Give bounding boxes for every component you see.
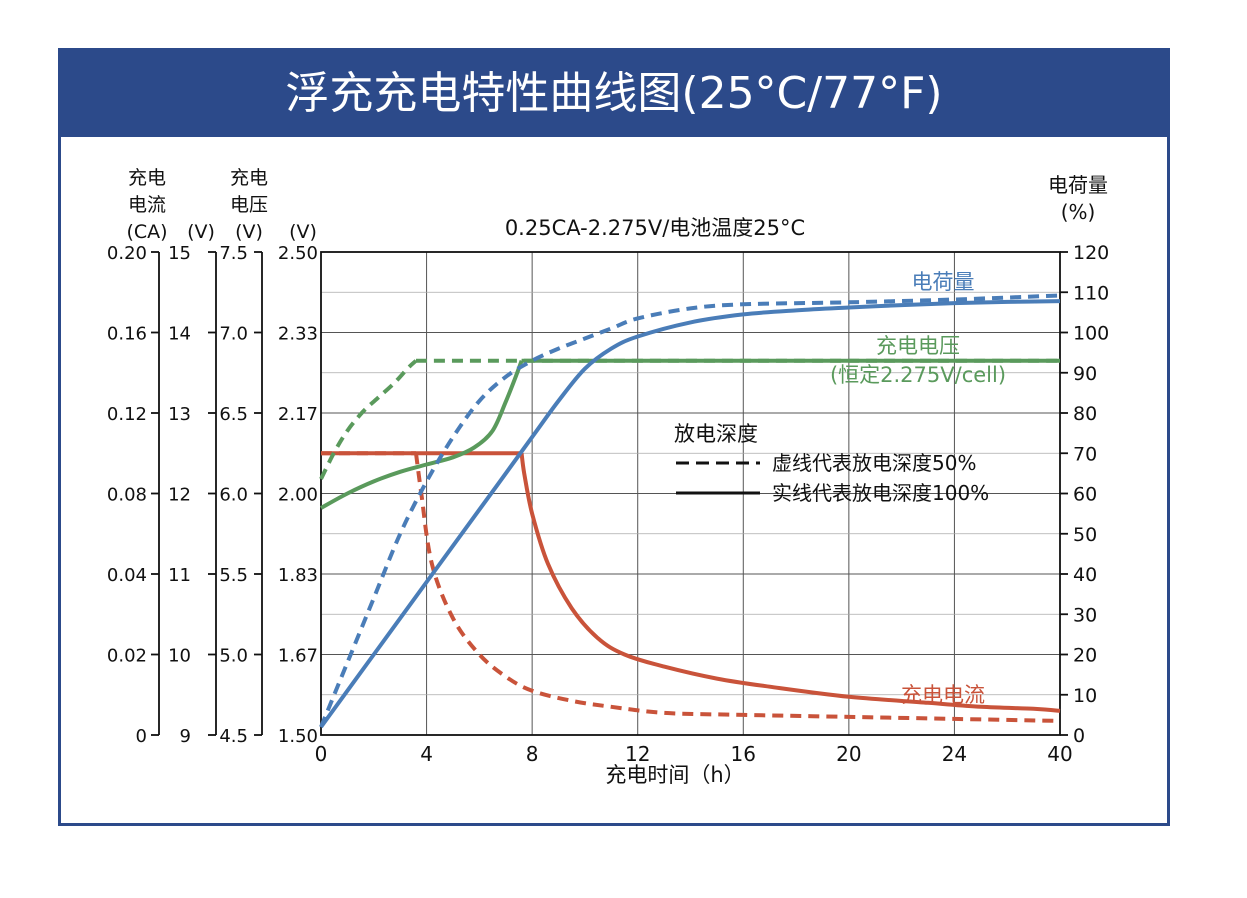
right-axis-tick-label: 30	[1073, 604, 1097, 626]
voltage-series-label: 充电电压	[876, 334, 960, 358]
left-axis-tick-label: 4.5	[219, 726, 248, 747]
left-axis-header: 充电	[230, 167, 268, 189]
left-axis-tick-label: 5.0	[219, 646, 248, 667]
left-axis-tick-label: 0.04	[107, 565, 147, 586]
left-axis-tick-label: 5.5	[219, 565, 248, 586]
left-axis-header: 充电	[128, 167, 166, 189]
chart-subtitle: 0.25CA-2.275V/电池温度25°C	[505, 216, 805, 240]
left-axis-tick-label: 2.33	[278, 324, 318, 345]
left-axis-tick-label: 2.00	[278, 485, 318, 506]
right-axis-tick-label: 40	[1073, 564, 1097, 586]
left-axis-tick-label: 0	[136, 726, 147, 747]
right-axis-tick-label: 70	[1073, 443, 1097, 465]
right-axis-tick-label: 10	[1073, 685, 1097, 707]
right-axis-tick-label: 90	[1073, 363, 1097, 385]
left-axis-tick-label: 1.50	[278, 726, 318, 747]
left-axis-header: (CA)	[126, 221, 167, 243]
x-tick-label: 40	[1047, 742, 1072, 766]
right-axis-tick-label: 110	[1073, 282, 1109, 304]
left-axis-tick-label: 6.0	[219, 485, 248, 506]
series-lines	[319, 293, 1061, 729]
left-axis-tick-label: 7.5	[219, 243, 248, 264]
left-axis-tick-label: 13	[168, 404, 191, 425]
left-axis-header: (V)	[187, 221, 215, 243]
left-axis-tick-label: 1.67	[278, 646, 318, 667]
left-axis-header: (V)	[289, 221, 317, 243]
x-tick-label: 0	[315, 742, 328, 766]
left-axis-tick-label: 7.0	[219, 324, 248, 345]
current-curve-solid	[320, 451, 1061, 713]
left-axis-header: (V)	[235, 221, 263, 243]
right-axis-tick-label: 100	[1073, 323, 1109, 345]
x-axis-label: 充电时间（h）	[605, 763, 744, 787]
left-axis-tick-label: 14	[168, 324, 191, 345]
x-tick-label: 4	[420, 742, 433, 766]
voltage-curve-dashed	[319, 358, 1060, 480]
x-tick-label: 12	[625, 742, 650, 766]
right-axis-label: (%)	[1061, 200, 1096, 224]
current-curve-dashed	[320, 451, 1061, 723]
right-axis-tick-label: 120	[1073, 242, 1109, 264]
charge-series-label: 电荷量	[912, 270, 975, 294]
x-tick-label: 8	[526, 742, 539, 766]
current-series-label: 充电电流	[901, 683, 985, 707]
legend-title: 放电深度	[674, 422, 758, 446]
left-axis-tick-label: 0.02	[107, 646, 147, 667]
charge-curve-dashed	[319, 293, 1061, 728]
right-axis-tick-label: 50	[1073, 524, 1097, 546]
left-axis-tick-label: 15	[168, 243, 191, 264]
charge-curve-solid	[319, 299, 1061, 729]
left-axis-tick-label: 10	[168, 646, 191, 667]
right-axis-tick-label: 20	[1073, 645, 1097, 667]
left-axis-tick-label: 11	[168, 565, 191, 586]
x-tick-label: 16	[731, 742, 756, 766]
right-axis-label: 电荷量	[1048, 173, 1108, 197]
left-axis-header: 电流	[128, 194, 166, 216]
left-axis-tick-label: 0.08	[107, 485, 147, 506]
left-axis-header: 电压	[230, 194, 268, 216]
legend-entry-label: 实线代表放电深度100%	[772, 481, 989, 505]
axes: 0 4 8 12 16 20 24 4000.020.040.080.120.160.20充电…	[107, 167, 1109, 766]
x-tick-label: 20	[836, 742, 861, 766]
legend-entry-label: 虚线代表放电深度50%	[772, 451, 976, 475]
left-axis-tick-label: 0.20	[107, 243, 147, 264]
left-axis-tick-label: 1.83	[278, 565, 318, 586]
right-axis-tick-label: 80	[1073, 403, 1097, 425]
left-axis-tick-label: 9	[180, 726, 191, 747]
right-axis-tick-label: 60	[1073, 484, 1097, 506]
left-axis-tick-label: 6.5	[219, 404, 248, 425]
left-axis-tick-label: 0.12	[107, 404, 147, 425]
grid	[320, 251, 1061, 736]
x-tick-label: 24	[942, 742, 967, 766]
chart-frame: 浮充充电特性曲线图(25°C/77°F)	[58, 48, 1170, 826]
right-axis-tick-label: 0	[1073, 725, 1085, 747]
left-axis-tick-label: 2.17	[278, 404, 318, 425]
left-axis-tick-label: 2.50	[278, 243, 318, 264]
chart-title: 浮充充电特性曲线图(25°C/77°F)	[61, 51, 1167, 137]
left-axis-tick-label: 12	[168, 485, 191, 506]
voltage-series-note: (恒定2.275V/cell)	[830, 363, 1006, 387]
left-axis-tick-label: 0.16	[107, 324, 147, 345]
